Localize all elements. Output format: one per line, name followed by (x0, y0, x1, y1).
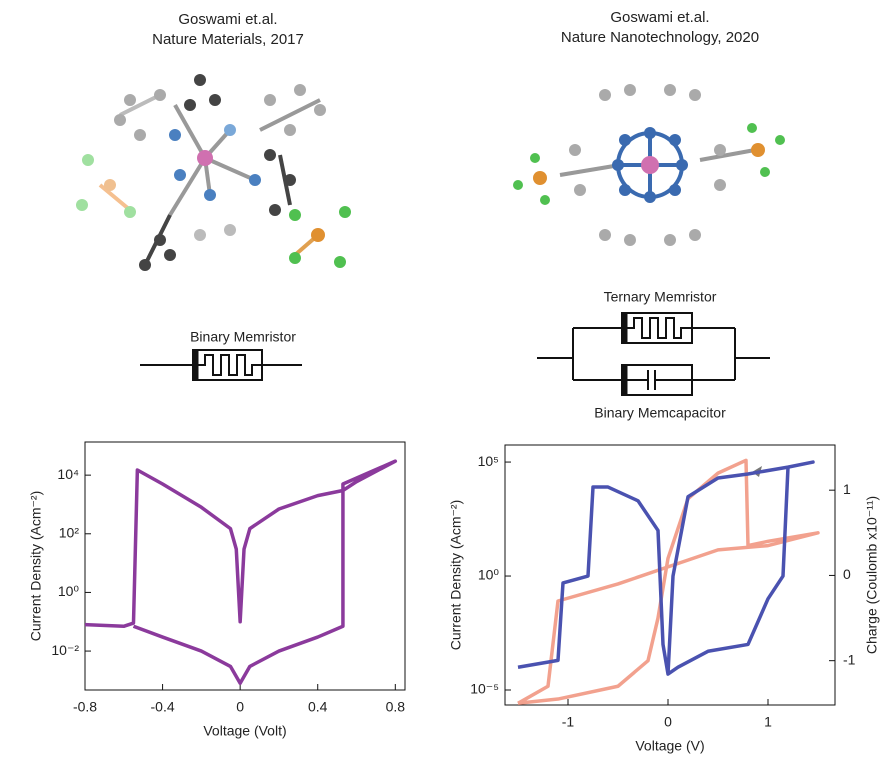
y2-tick-label: 0 (843, 566, 851, 582)
memristor-symbol (140, 349, 302, 381)
y-tick-label: 10⁴ (57, 466, 79, 482)
y-axis-label: Current Density (Acm⁻²) (448, 500, 464, 651)
y2-axis-label: Charge (Coulomb x10⁻¹¹) (864, 496, 880, 654)
molecule-left (76, 74, 351, 271)
y-tick-label: 10⁵ (478, 453, 499, 469)
x-tick-label: -0.8 (73, 699, 97, 715)
x-tick-label: 0 (236, 699, 244, 715)
author: Goswami et.al. (610, 9, 709, 26)
x-tick-label: 0 (664, 714, 672, 730)
circuit-symbol (537, 312, 770, 396)
journal: Nature Materials, 2017 (152, 31, 304, 48)
y-axis-label: Current Density (Acm⁻²) (28, 491, 44, 642)
x-tick-label: 0.8 (386, 699, 406, 715)
x-tick-label: 0.4 (308, 699, 328, 715)
x-axis-label: Voltage (V) (635, 738, 704, 754)
data-line (517, 458, 820, 706)
y-tick-label: 10⁰ (58, 583, 80, 599)
y-tick-label: 10⁻² (51, 642, 79, 658)
device-label: Binary Memcapacitor (594, 405, 726, 421)
data-line (517, 460, 815, 676)
y-tick-label: 10⁻⁵ (470, 681, 499, 697)
x-tick-label: 1 (764, 714, 772, 730)
author: Goswami et.al. (178, 11, 277, 28)
plot-frame (84, 441, 406, 691)
device-label: Binary Memristor (190, 329, 296, 345)
device-label: Ternary Memristor (604, 289, 717, 305)
y2-tick-label: -1 (843, 651, 856, 667)
x-axis-label: Voltage (Volt) (203, 723, 286, 739)
molecule-right (513, 84, 785, 246)
data-line (84, 459, 398, 685)
y2-tick-label: 1 (843, 481, 851, 497)
y-tick-label: 10² (59, 524, 80, 540)
x-tick-label: -0.4 (151, 699, 175, 715)
x-tick-label: -1 (562, 714, 575, 730)
journal: Nature Nanotechnology, 2020 (561, 29, 759, 46)
y-tick-label: 10⁰ (478, 567, 500, 583)
